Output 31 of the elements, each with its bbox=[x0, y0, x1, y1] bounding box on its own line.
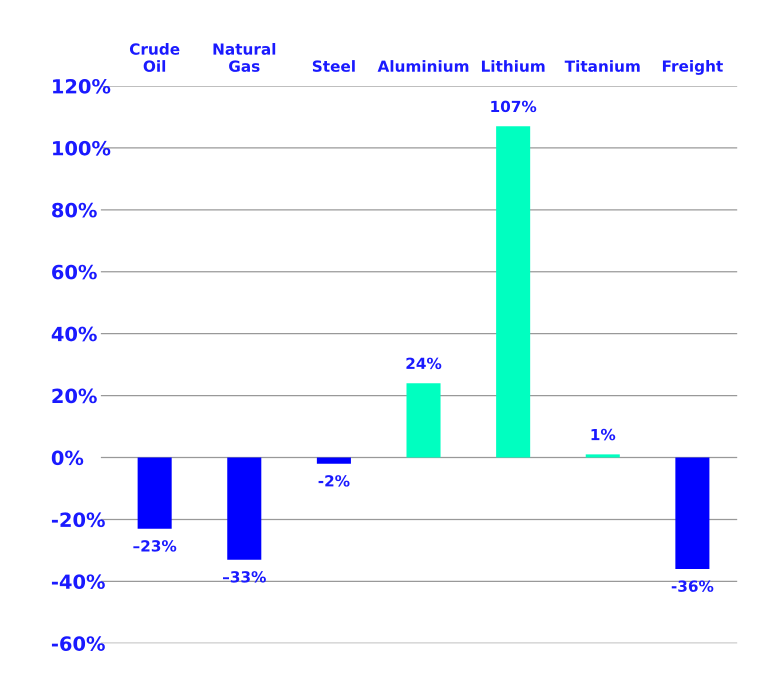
y-tick-label: -40% bbox=[52, 574, 105, 590]
bar bbox=[586, 454, 620, 458]
bar bbox=[138, 458, 172, 529]
y-tick-label: 120% bbox=[53, 78, 110, 94]
x-tick-label: Lithium bbox=[482, 60, 545, 72]
y-tick-label: 20% bbox=[52, 388, 97, 404]
x-tick-label: Titanium bbox=[564, 60, 640, 72]
data-label: -36% bbox=[672, 580, 714, 592]
bar bbox=[227, 458, 262, 560]
data-label: –23% bbox=[133, 540, 176, 552]
bar bbox=[496, 126, 530, 458]
data-label: 24% bbox=[406, 358, 442, 370]
y-tick-label: -60% bbox=[52, 636, 105, 651]
bar bbox=[675, 458, 710, 569]
y-tick-label: 100% bbox=[53, 140, 110, 156]
x-tick-label: Steel bbox=[312, 60, 355, 72]
data-label: 1% bbox=[592, 428, 616, 440]
y-tick-label: 0% bbox=[52, 450, 84, 466]
data-label: –33% bbox=[222, 571, 266, 583]
data-label: 107% bbox=[491, 100, 536, 112]
x-tick-label: Freight bbox=[662, 60, 723, 75]
y-tick-label: 80% bbox=[52, 202, 97, 218]
y-tick-label: 40% bbox=[52, 326, 97, 342]
bar bbox=[316, 458, 351, 464]
y-tick-label: -20% bbox=[52, 512, 105, 528]
data-label: -2% bbox=[318, 475, 350, 487]
y-tick-label: 60% bbox=[52, 264, 97, 280]
x-tick-label: Aluminium bbox=[378, 60, 468, 72]
x-tick-label: Natural Gas bbox=[214, 42, 276, 72]
x-tick-label: Crude Oil bbox=[130, 42, 180, 72]
bar bbox=[406, 383, 441, 458]
